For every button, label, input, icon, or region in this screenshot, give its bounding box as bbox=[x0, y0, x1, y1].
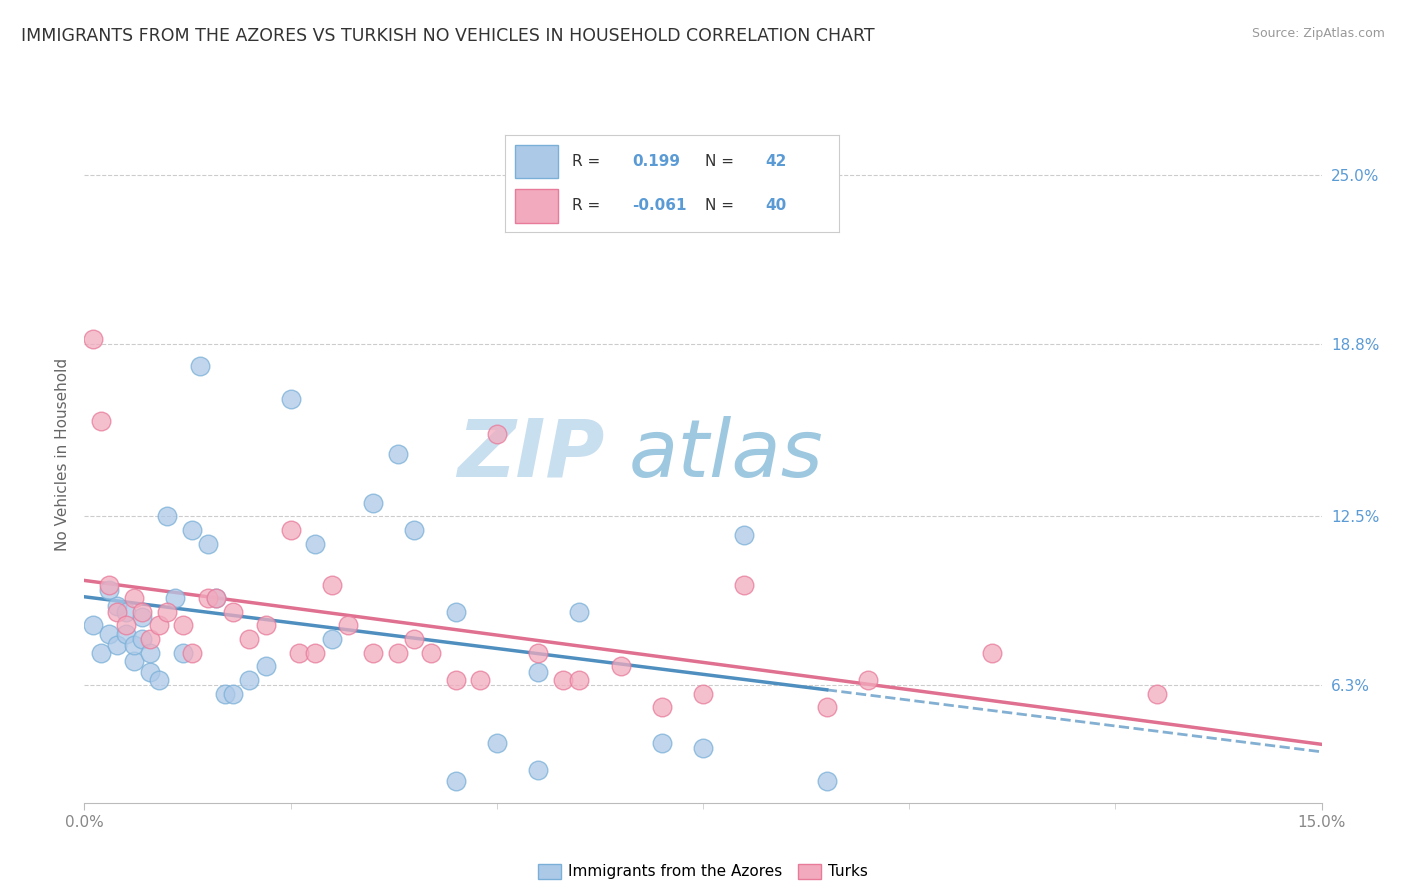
Point bbox=[180, 523, 202, 537]
Text: N =: N = bbox=[706, 199, 740, 213]
Text: N =: N = bbox=[706, 153, 740, 169]
Point bbox=[222, 605, 245, 619]
Point bbox=[156, 605, 179, 619]
Point bbox=[156, 509, 179, 524]
Point bbox=[527, 763, 550, 777]
Point bbox=[651, 736, 673, 750]
Point bbox=[815, 700, 838, 714]
Point bbox=[131, 610, 153, 624]
Point bbox=[280, 523, 302, 537]
Text: R =: R = bbox=[572, 199, 605, 213]
Point bbox=[114, 605, 136, 619]
Text: -0.061: -0.061 bbox=[631, 199, 686, 213]
Text: Source: ZipAtlas.com: Source: ZipAtlas.com bbox=[1251, 27, 1385, 40]
Point bbox=[105, 638, 128, 652]
Point bbox=[337, 618, 360, 632]
Point bbox=[485, 427, 508, 442]
Point bbox=[304, 646, 326, 660]
Point bbox=[404, 523, 426, 537]
Point bbox=[856, 673, 879, 687]
Point bbox=[609, 659, 631, 673]
Text: atlas: atlas bbox=[628, 416, 824, 494]
Point bbox=[105, 605, 128, 619]
Point bbox=[172, 646, 194, 660]
Point bbox=[568, 673, 591, 687]
Point bbox=[280, 392, 302, 406]
Point bbox=[131, 632, 153, 646]
Point bbox=[98, 577, 121, 591]
Text: 42: 42 bbox=[766, 153, 787, 169]
Point bbox=[139, 665, 162, 679]
Point bbox=[98, 626, 121, 640]
Text: 0.199: 0.199 bbox=[631, 153, 681, 169]
Point bbox=[651, 700, 673, 714]
Point bbox=[90, 414, 112, 428]
Point bbox=[321, 632, 343, 646]
Point bbox=[238, 632, 260, 646]
Y-axis label: No Vehicles in Household: No Vehicles in Household bbox=[55, 359, 70, 551]
Point bbox=[815, 774, 838, 789]
Point bbox=[139, 646, 162, 660]
Point bbox=[165, 591, 187, 606]
Point bbox=[122, 654, 145, 668]
Point bbox=[444, 605, 467, 619]
Text: R =: R = bbox=[572, 153, 605, 169]
FancyBboxPatch shape bbox=[515, 189, 558, 222]
Point bbox=[122, 638, 145, 652]
Point bbox=[387, 446, 409, 460]
Legend: Immigrants from the Azores, Turks: Immigrants from the Azores, Turks bbox=[531, 857, 875, 886]
Point bbox=[82, 618, 104, 632]
Point bbox=[733, 528, 755, 542]
Point bbox=[188, 359, 211, 374]
Point bbox=[485, 736, 508, 750]
Point bbox=[980, 646, 1002, 660]
FancyBboxPatch shape bbox=[515, 145, 558, 178]
Point bbox=[98, 582, 121, 597]
Point bbox=[1146, 687, 1168, 701]
Point bbox=[321, 577, 343, 591]
Point bbox=[82, 332, 104, 346]
Point bbox=[139, 632, 162, 646]
Point bbox=[288, 646, 311, 660]
Point bbox=[238, 673, 260, 687]
Point bbox=[527, 665, 550, 679]
Point bbox=[148, 673, 170, 687]
Point bbox=[404, 632, 426, 646]
Point bbox=[304, 536, 326, 550]
Point bbox=[444, 673, 467, 687]
Text: ZIP: ZIP bbox=[457, 416, 605, 494]
Point bbox=[551, 673, 574, 687]
Point bbox=[692, 741, 714, 756]
Point bbox=[90, 646, 112, 660]
Text: IMMIGRANTS FROM THE AZORES VS TURKISH NO VEHICLES IN HOUSEHOLD CORRELATION CHART: IMMIGRANTS FROM THE AZORES VS TURKISH NO… bbox=[21, 27, 875, 45]
Point bbox=[180, 646, 202, 660]
Point bbox=[527, 646, 550, 660]
Point bbox=[419, 646, 441, 660]
Point bbox=[197, 536, 219, 550]
Point bbox=[444, 774, 467, 789]
Point bbox=[148, 618, 170, 632]
Point bbox=[361, 496, 384, 510]
Point bbox=[254, 618, 277, 632]
Point bbox=[205, 591, 228, 606]
Point bbox=[568, 605, 591, 619]
Point bbox=[114, 626, 136, 640]
Point bbox=[131, 605, 153, 619]
Point bbox=[361, 646, 384, 660]
Point bbox=[197, 591, 219, 606]
Point bbox=[214, 687, 236, 701]
Point bbox=[387, 646, 409, 660]
Point bbox=[692, 687, 714, 701]
Point bbox=[172, 618, 194, 632]
Point bbox=[205, 591, 228, 606]
Point bbox=[733, 577, 755, 591]
Point bbox=[122, 591, 145, 606]
Point bbox=[105, 599, 128, 614]
Point bbox=[254, 659, 277, 673]
Text: 40: 40 bbox=[766, 199, 787, 213]
Point bbox=[114, 618, 136, 632]
Point bbox=[222, 687, 245, 701]
Point bbox=[470, 673, 492, 687]
